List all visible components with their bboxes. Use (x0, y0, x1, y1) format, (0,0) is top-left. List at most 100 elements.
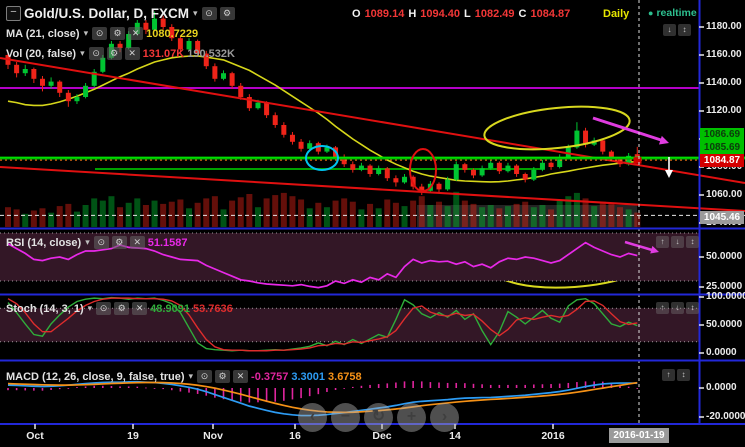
price-tick-label: 1060.00 (706, 189, 743, 200)
volume-series (5, 191, 641, 227)
resize-pane-button[interactable]: ↕ (677, 369, 690, 381)
magenta-arrow[interactable] (592, 116, 662, 142)
cyan-ellipse[interactable] (305, 145, 339, 171)
vol-value: 131.07K (142, 47, 185, 60)
eye-icon[interactable]: ⊙ (197, 370, 213, 383)
time-tick-label: 14 (449, 430, 461, 442)
low-value: 1082.49 (474, 8, 515, 20)
upper-downtrend[interactable] (0, 57, 745, 184)
resize-pane-button[interactable]: ↕ (678, 24, 691, 36)
ma-legend-row: MA (21, close) ▾ ⊙ ⚙ ✕ 1080.7229 (6, 27, 198, 40)
ohlc-readout: O 1089.14 H 1094.40 L 1082.49 C 1084.87 (352, 8, 570, 20)
price-axis[interactable]: 1180.001160.001140.001120.001100.001080.… (699, 0, 745, 424)
white-down-arrow-head (665, 170, 673, 178)
gear-icon[interactable]: ⚙ (111, 236, 127, 249)
chevron-down-icon[interactable]: ▾ (188, 371, 194, 381)
resize-pane-button[interactable]: ↕ (686, 302, 699, 314)
time-axis[interactable]: Oct 19 Nov 16 Dec 14 2016 2016-01-19 (0, 425, 745, 447)
close-value: 1084.87 (530, 8, 571, 20)
macd-signal-line (7, 381, 638, 414)
low-key: L (464, 8, 471, 20)
gear-icon[interactable]: ⚙ (106, 47, 122, 60)
chevron-down-icon[interactable]: ▾ (83, 28, 89, 38)
close-icon[interactable]: ✕ (128, 27, 144, 40)
eye-icon[interactable]: ⊙ (92, 27, 108, 40)
yellow-ellipse-main[interactable] (482, 100, 631, 155)
move-pane-up-button[interactable]: ↑ (656, 302, 669, 314)
stoch-tick-label: 50.0000 (706, 319, 743, 330)
zoom-in-button[interactable]: + (397, 403, 426, 432)
ma-label[interactable]: MA (21, close) (6, 27, 80, 40)
close-icon[interactable]: ✕ (132, 302, 148, 315)
stoch-legend-row: Stoch (14, 3, 1) ▾ ⊙ ⚙ ✕ 48.9091 53.7636 (6, 302, 233, 315)
macd-hist-value: -0.3757 (251, 370, 289, 383)
move-pane-up-button[interactable]: ↑ (656, 236, 669, 248)
macd-tick-label: 0.0000 (706, 382, 737, 393)
rsi-pane[interactable] (0, 232, 699, 289)
main-legend-row: − Gold/U.S. Dollar, D, FXCM ▾ ⊙ ⚙ (6, 6, 235, 21)
red-ellipse[interactable] (409, 148, 437, 192)
price-line-handle[interactable] (633, 157, 642, 164)
stoch-tick-label: 100.0000 (706, 291, 745, 302)
gear-icon[interactable]: ⚙ (215, 370, 231, 383)
rsi-label[interactable]: RSI (14, close) (6, 236, 82, 249)
macd-tick-label: -20.0000 (706, 411, 745, 422)
close-icon[interactable]: ✕ (129, 236, 145, 249)
chevron-down-icon[interactable]: ▾ (85, 237, 90, 247)
close-icon[interactable]: ✕ (233, 370, 249, 383)
chevron-down-icon[interactable]: ▾ (193, 8, 198, 18)
current-date-tag: 2016-01-19 (609, 428, 669, 443)
macd-pane-buttons: ↑ ↕ (662, 369, 690, 381)
gear-icon[interactable]: ⚙ (114, 302, 130, 315)
scroll-left-button[interactable]: ‹ (298, 403, 327, 432)
time-tick-label: 19 (127, 430, 139, 442)
rsi-legend-row: RSI (14, close) ▾ ⊙ ⚙ ✕ 51.1587 (6, 236, 188, 249)
close-key: C (518, 8, 527, 20)
rsi-tick-label: 25.0000 (706, 281, 743, 292)
collapse-pane-icon[interactable]: − (6, 6, 21, 21)
time-tick-label: Nov (203, 430, 223, 442)
zoom-out-button[interactable]: − (331, 403, 360, 432)
move-pane-down-button[interactable]: ↓ (663, 24, 676, 36)
macd-label[interactable]: MACD (12, 26, close, 9, false, true) (6, 370, 185, 383)
gear-icon[interactable]: ⚙ (110, 27, 126, 40)
stoch-d-line (7, 297, 638, 352)
macd-pane[interactable] (7, 380, 639, 417)
macd-legend-row: MACD (12, 26, close, 9, false, true) ▾ ⊙… (6, 370, 362, 383)
close-icon[interactable]: ✕ (124, 47, 140, 60)
move-pane-down-button[interactable]: ↓ (671, 236, 684, 248)
main-pane-buttons: ↓ ↕ (663, 24, 691, 36)
stoch-label[interactable]: Stoch (14, 3, 1) (6, 302, 84, 315)
eye-icon[interactable]: ⊙ (96, 302, 112, 315)
price-tag: 1045.46 (700, 211, 744, 224)
move-pane-up-button[interactable]: ↑ (662, 369, 675, 381)
rsi-value: 51.1587 (147, 236, 188, 249)
scroll-right-button[interactable]: › (430, 403, 459, 432)
chevron-down-icon[interactable]: ▾ (80, 48, 85, 58)
eye-icon[interactable]: ⊙ (88, 47, 104, 60)
stoch-k-value: 48.9091 (150, 302, 190, 315)
lower-downtrend[interactable] (0, 166, 745, 212)
eye-icon[interactable]: ⊙ (93, 236, 109, 249)
time-tick-label: 16 (289, 430, 301, 442)
symbol-title[interactable]: Gold/U.S. Dollar, D, FXCM (24, 6, 190, 21)
time-tick-label: Oct (26, 430, 44, 442)
gear-icon[interactable]: ⚙ (219, 7, 235, 20)
timeframe-label: Daily (603, 8, 630, 20)
price-tick-label: 1160.00 (706, 49, 742, 60)
realtime-dot-icon: ● (648, 7, 654, 18)
macd-line (7, 380, 638, 417)
vol-label[interactable]: Vol (20, false) (6, 47, 77, 60)
price-tag: 1086.69 (700, 127, 744, 141)
reset-view-button[interactable]: ↻ (364, 403, 393, 432)
vol-legend-row: Vol (20, false) ▾ ⊙ ⚙ ✕ 131.07K 190.532K (6, 47, 235, 60)
rsi-tick-label: 50.0000 (706, 251, 743, 262)
move-pane-down-button[interactable]: ↓ (671, 302, 684, 314)
stoch-pane-buttons: ↑ ↓ ↕ (656, 302, 699, 314)
chevron-down-icon[interactable]: ▾ (87, 303, 93, 313)
resize-pane-button[interactable]: ↕ (686, 236, 699, 248)
time-tick-label: Dec (372, 430, 392, 442)
rsi-pane-buttons: ↑ ↓ ↕ (656, 236, 699, 248)
eye-icon[interactable]: ⊙ (201, 7, 217, 20)
